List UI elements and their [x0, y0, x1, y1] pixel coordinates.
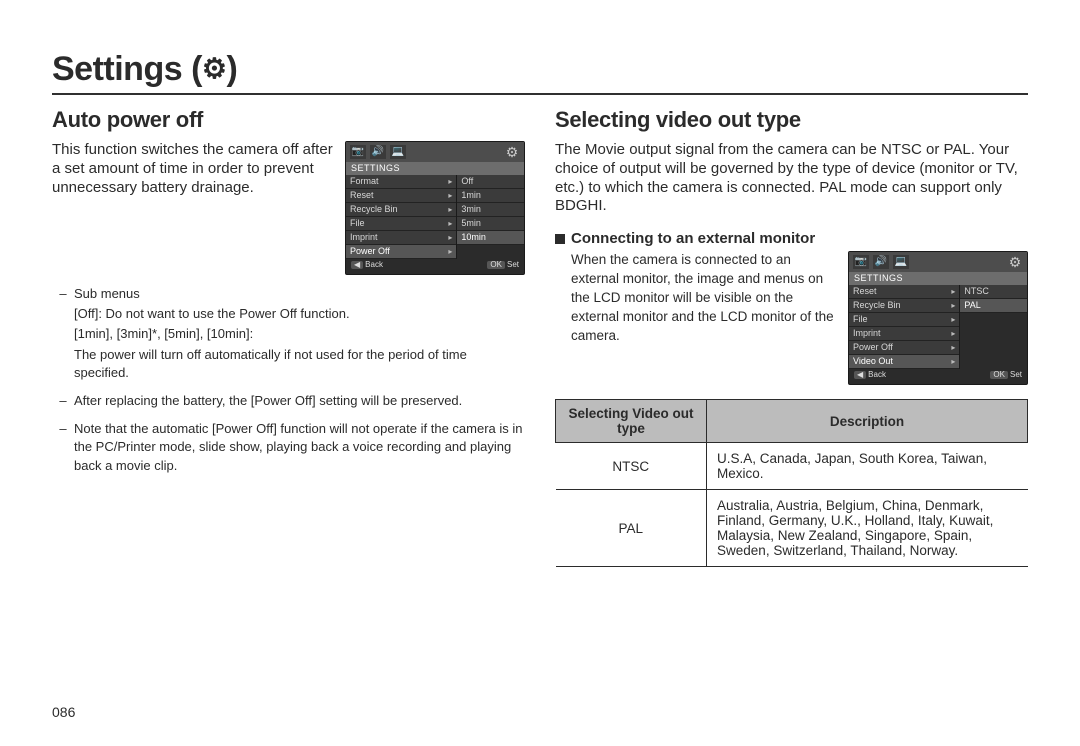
menu-row: Reset▸: [849, 285, 959, 299]
lcd-heading: SETTINGS: [849, 272, 1027, 285]
dash-icon: [52, 392, 74, 410]
back-key-icon: ◀: [351, 261, 363, 269]
table-header-col2: Description: [707, 400, 1028, 443]
chevron-right-icon: ▸: [951, 302, 955, 310]
right-subtext: When the camera is connected to an exter…: [555, 251, 838, 345]
lcd-tabbar: 📷 🔊 💻 ⚙: [346, 142, 524, 162]
back-key-icon: ◀: [854, 371, 866, 379]
chevron-right-icon: ▸: [951, 330, 955, 338]
lcd-main-menu: Format▸ Reset▸ Recycle Bin▸ File▸ Imprin…: [346, 175, 456, 259]
menu-row: Reset▸: [346, 189, 456, 203]
gear-tab-icon: ⚙: [504, 145, 520, 159]
bullet-line: After replacing the battery, the [Power …: [74, 392, 525, 410]
lcd-heading: SETTINGS: [346, 162, 524, 175]
submenu-row-selected: 10min: [457, 231, 524, 245]
lcd-submenu: NTSC PAL: [959, 285, 1027, 369]
left-bullets: Sub menus [Off]: Do not want to use the …: [52, 285, 525, 475]
submenu-row-selected: PAL: [960, 299, 1027, 313]
bullet-line: [1min], [3min]*, [5min], [10min]:: [74, 325, 525, 343]
chevron-right-icon: ▸: [448, 220, 452, 228]
display-tab-icon: 💻: [893, 255, 909, 269]
menu-row: Imprint▸: [849, 327, 959, 341]
dash-icon: [52, 420, 74, 475]
menu-row: Format▸: [346, 175, 456, 189]
table-header-col1: Selecting Video out type: [556, 400, 707, 443]
left-lcd-screenshot: 📷 🔊 💻 ⚙ SETTINGS Format▸ Reset▸ Recycle …: [345, 141, 525, 275]
chevron-right-icon: ▸: [951, 344, 955, 352]
bullet-line: Sub menus: [74, 285, 525, 303]
submenu-row: 5min: [457, 217, 524, 231]
ok-key-icon: OK: [487, 261, 505, 269]
chevron-right-icon: ▸: [951, 358, 955, 366]
lcd-submenu: Off 1min 3min 5min 10min: [456, 175, 524, 259]
submenu-row: Off: [457, 175, 524, 189]
table-row: PAL Australia, Austria, Belgium, China, …: [556, 490, 1028, 567]
chevron-right-icon: ▸: [951, 288, 955, 296]
menu-row: Imprint▸: [346, 231, 456, 245]
table-cell-desc: Australia, Austria, Belgium, China, Denm…: [707, 490, 1028, 567]
video-out-type-table: Selecting Video out type Description NTS…: [555, 399, 1028, 567]
right-column: Selecting video out type The Movie outpu…: [555, 105, 1028, 567]
chevron-right-icon: ▸: [951, 316, 955, 324]
lcd-footer: ◀Back OKSet: [346, 259, 524, 271]
left-intro-row: This function switches the camera off af…: [52, 141, 525, 275]
chevron-right-icon: ▸: [448, 206, 452, 214]
bullet-item: After replacing the battery, the [Power …: [52, 392, 525, 410]
bullet-line: The power will turn off automatically if…: [74, 346, 525, 382]
page-title: Settings (⚙): [52, 50, 1028, 95]
page-number: 086: [52, 704, 75, 720]
menu-row: File▸: [346, 217, 456, 231]
left-column: Auto power off This function switches th…: [52, 105, 525, 567]
two-column-layout: Auto power off This function switches th…: [52, 105, 1028, 567]
lcd-body: Format▸ Reset▸ Recycle Bin▸ File▸ Imprin…: [346, 175, 524, 259]
lcd-body: Reset▸ Recycle Bin▸ File▸ Imprint▸ Power…: [849, 285, 1027, 369]
lcd-main-menu: Reset▸ Recycle Bin▸ File▸ Imprint▸ Power…: [849, 285, 959, 369]
gear-tab-icon: ⚙: [1007, 255, 1023, 269]
lcd-tabbar: 📷 🔊 💻 ⚙: [849, 252, 1027, 272]
camera-tab-icon: 📷: [350, 145, 366, 159]
table-cell-desc: U.S.A, Canada, Japan, South Korea, Taiwa…: [707, 443, 1028, 490]
right-intro-text: The Movie output signal from the camera …: [555, 141, 1028, 216]
page-title-text: Settings: [52, 50, 182, 88]
subhead-row: Connecting to an external monitor: [555, 230, 1028, 247]
left-intro-text: This function switches the camera off af…: [52, 141, 335, 197]
chevron-right-icon: ▸: [448, 192, 452, 200]
table-cell-type: PAL: [556, 490, 707, 567]
bullet-line: [Off]: Do not want to use the Power Off …: [74, 305, 525, 323]
right-subhead: Connecting to an external monitor: [571, 230, 815, 247]
sound-tab-icon: 🔊: [370, 145, 386, 159]
menu-row: Recycle Bin▸: [346, 203, 456, 217]
dash-icon: [52, 285, 74, 382]
table-cell-type: NTSC: [556, 443, 707, 490]
bullet-line: Note that the automatic [Power Off] func…: [74, 420, 525, 475]
gear-icon: ⚙: [202, 53, 227, 84]
square-bullet-icon: [555, 234, 565, 244]
submenu-row: 3min: [457, 203, 524, 217]
submenu-row: NTSC: [960, 285, 1027, 299]
title-open-paren: (: [191, 50, 202, 88]
menu-row: Power Off▸: [849, 341, 959, 355]
right-section-title: Selecting video out type: [555, 107, 1028, 133]
lcd-footer: ◀Back OKSet: [849, 369, 1027, 381]
menu-row: File▸: [849, 313, 959, 327]
display-tab-icon: 💻: [390, 145, 406, 159]
menu-row-selected: Power Off▸: [346, 245, 456, 259]
sound-tab-icon: 🔊: [873, 255, 889, 269]
right-lcd-screenshot: 📷 🔊 💻 ⚙ SETTINGS Reset▸ Recycle Bin▸ Fil…: [848, 251, 1028, 385]
right-subsection-row: When the camera is connected to an exter…: [555, 251, 1028, 385]
submenu-row: 1min: [457, 189, 524, 203]
menu-row: Recycle Bin▸: [849, 299, 959, 313]
ok-key-icon: OK: [990, 371, 1008, 379]
bullet-item: Sub menus [Off]: Do not want to use the …: [52, 285, 525, 382]
chevron-right-icon: ▸: [448, 234, 452, 242]
camera-tab-icon: 📷: [853, 255, 869, 269]
menu-row-selected: Video Out▸: [849, 355, 959, 369]
title-close-paren: ): [227, 50, 238, 88]
left-section-title: Auto power off: [52, 107, 525, 133]
table-row: NTSC U.S.A, Canada, Japan, South Korea, …: [556, 443, 1028, 490]
bullet-item: Note that the automatic [Power Off] func…: [52, 420, 525, 475]
chevron-right-icon: ▸: [448, 178, 452, 186]
chevron-right-icon: ▸: [448, 248, 452, 256]
